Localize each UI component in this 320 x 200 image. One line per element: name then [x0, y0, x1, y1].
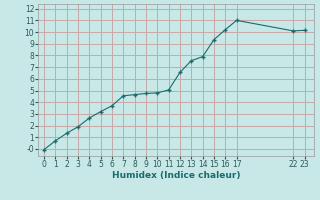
X-axis label: Humidex (Indice chaleur): Humidex (Indice chaleur)	[112, 171, 240, 180]
